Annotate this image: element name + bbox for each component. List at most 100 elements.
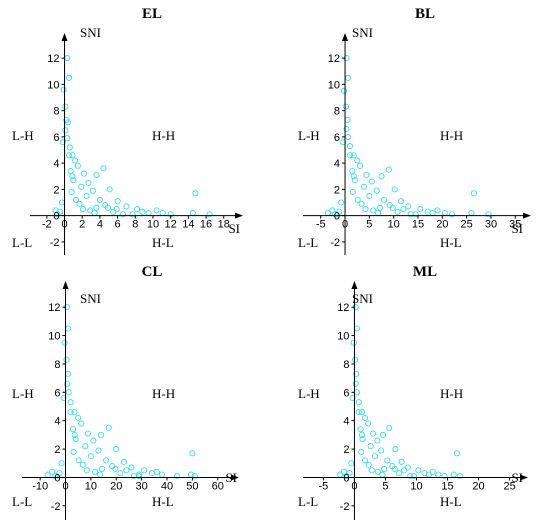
- scatter-point: [434, 207, 441, 214]
- scatter-point: [78, 183, 85, 190]
- x-tick-label: 30: [485, 219, 497, 231]
- scatter-point: [78, 420, 85, 427]
- scatter-point: [424, 208, 431, 215]
- scatter-point: [189, 450, 196, 457]
- scatter-point: [338, 199, 345, 206]
- x-tick-label: 2: [79, 219, 85, 231]
- scatter-point: [350, 339, 357, 346]
- y-tick-label: -2: [330, 237, 340, 249]
- scatter-point: [56, 470, 63, 477]
- scatter-point: [72, 196, 80, 203]
- scatter-point: [396, 470, 403, 477]
- scatter-point: [65, 370, 72, 377]
- scatter-point: [158, 471, 166, 478]
- x-tick-label: 15: [441, 480, 453, 492]
- x-tick-label: 6: [115, 219, 121, 231]
- y-tick-label: 6: [343, 387, 349, 399]
- x-tick-label: 5: [382, 480, 388, 492]
- scatter-point: [344, 74, 352, 81]
- x-tick-label: 10: [388, 219, 400, 231]
- scatter-point: [342, 103, 350, 110]
- scatter-point: [139, 208, 146, 215]
- scatter-point: [380, 196, 388, 203]
- x-tick-label: 15: [412, 219, 424, 231]
- scatter-point: [189, 209, 196, 217]
- scatter-point: [75, 457, 82, 464]
- scatter-point: [93, 171, 100, 178]
- scatter-point: [96, 471, 104, 478]
- x-tick-label: 5: [366, 219, 372, 231]
- scatter-point: [485, 211, 492, 218]
- scatter-point: [401, 467, 408, 474]
- x-tick-label: 0: [342, 219, 348, 231]
- scatter-point: [362, 206, 369, 213]
- x-axis-label: SI: [511, 221, 523, 236]
- scatter-point: [346, 152, 353, 159]
- scatter-point: [441, 472, 448, 480]
- y-tick-label: 8: [334, 106, 340, 118]
- scatter-point: [361, 457, 369, 464]
- scatter-point: [410, 472, 418, 480]
- scatter-point: [89, 187, 96, 194]
- scatter-point: [379, 471, 386, 478]
- quadrant-label-bottom-left: L-L: [12, 494, 32, 509]
- x-axis-label: SI: [225, 470, 237, 485]
- scatter-point: [354, 157, 361, 164]
- y-tick-label: 6: [334, 132, 340, 144]
- scatter-point: [70, 426, 77, 433]
- scatter-point: [85, 179, 92, 186]
- y-tick-label: 12: [48, 302, 60, 314]
- quadrant-label-top-right: H-H: [440, 128, 463, 143]
- x-axis-arrow: [231, 474, 239, 481]
- scatter-point: [370, 430, 377, 437]
- scatter-point: [352, 380, 359, 387]
- x-tick-label: 8: [132, 219, 138, 231]
- y-tick-label: 0: [53, 211, 59, 223]
- scatter-point: [148, 470, 155, 477]
- scatter-point: [397, 198, 405, 205]
- x-tick-label: 10: [147, 219, 159, 231]
- scatter-point: [361, 414, 369, 421]
- x-tick-label: 30: [136, 480, 148, 492]
- y-tick-label: 12: [47, 53, 59, 65]
- y-axis-label: SNI: [80, 25, 101, 40]
- scatter-point: [65, 325, 72, 332]
- scatter-point: [93, 204, 100, 211]
- scatter-point: [76, 200, 83, 207]
- scatter-point: [61, 339, 68, 346]
- scatter-point: [384, 457, 391, 464]
- scatter-point: [349, 188, 356, 196]
- scatter-point: [377, 204, 384, 211]
- x-tick-label: 0: [61, 219, 67, 231]
- x-tick-label: -2: [42, 219, 52, 231]
- quadrant-label-top-right: H-H: [440, 386, 463, 401]
- y-tick-label: 12: [328, 53, 340, 65]
- scatter-point: [374, 437, 381, 444]
- y-tick-label: 10: [328, 79, 340, 91]
- scatter-point: [49, 468, 56, 475]
- x-tick-label: 10: [410, 480, 422, 492]
- scatter-point: [67, 167, 74, 175]
- scatter-point: [52, 207, 59, 214]
- scatter-point: [370, 207, 377, 214]
- x-tick-label: 18: [218, 219, 230, 231]
- y-axis-arrow: [61, 33, 68, 41]
- scatter-point: [60, 394, 67, 402]
- panel-title: EL: [142, 6, 162, 22]
- scatter-point: [359, 436, 366, 443]
- scatter-point: [71, 431, 78, 438]
- scatter-point: [404, 464, 411, 471]
- scatter-point: [82, 443, 89, 450]
- x-tick-label: -10: [32, 480, 48, 492]
- quadrant-label-bottom-left: L-L: [298, 494, 318, 509]
- scatter-point: [113, 206, 120, 213]
- y-axis-label: SNI: [80, 291, 101, 306]
- scatter-point: [192, 190, 199, 197]
- scatter-point: [448, 211, 456, 218]
- scatter-point: [96, 196, 103, 203]
- quadrant-label-top-right: H-H: [152, 386, 175, 401]
- scatter-point: [120, 458, 127, 465]
